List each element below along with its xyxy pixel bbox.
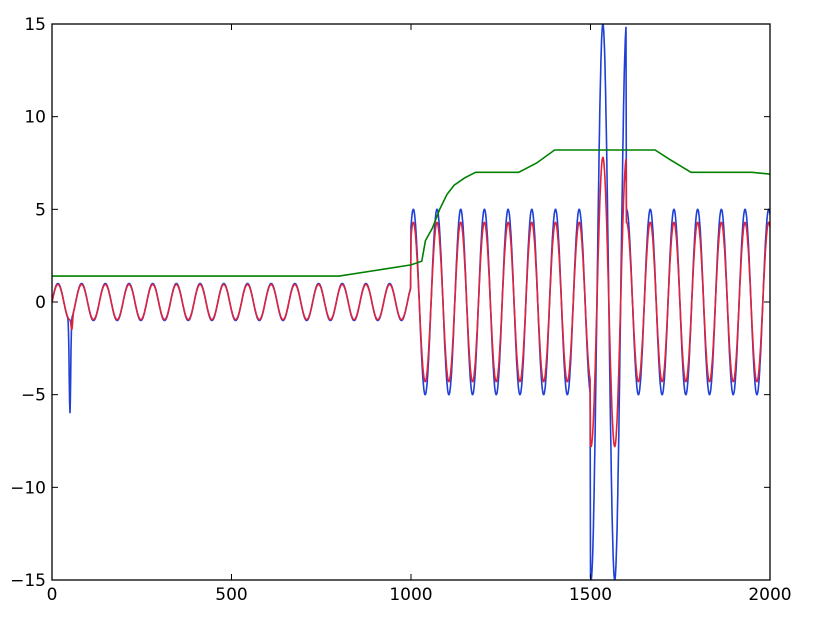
- x-tick-label: 1000: [389, 585, 432, 605]
- y-tick-label: −15: [10, 571, 46, 591]
- y-tick-label: 10: [24, 108, 46, 128]
- series-line-2: [52, 156, 770, 448]
- y-tick-label: 0: [35, 293, 46, 313]
- y-tick-label: 5: [35, 200, 46, 220]
- y-tick-label: −10: [10, 478, 46, 498]
- plot-lines: [52, 24, 770, 580]
- series-line-3: [52, 149, 770, 277]
- y-tick-label: 15: [24, 15, 46, 35]
- x-tick-label: 500: [215, 585, 247, 605]
- y-tick-label: −5: [21, 386, 46, 406]
- x-tick-label: 1500: [569, 585, 612, 605]
- x-tick-label: 2000: [748, 585, 791, 605]
- y-axis: −15 −10 −5 0 5 10 15: [10, 15, 770, 591]
- x-axis: 0 500 1000 1500 2000: [47, 24, 792, 605]
- series-line-1: [52, 24, 770, 580]
- plot-frame: [51, 23, 771, 581]
- x-tick-label: 0: [47, 585, 58, 605]
